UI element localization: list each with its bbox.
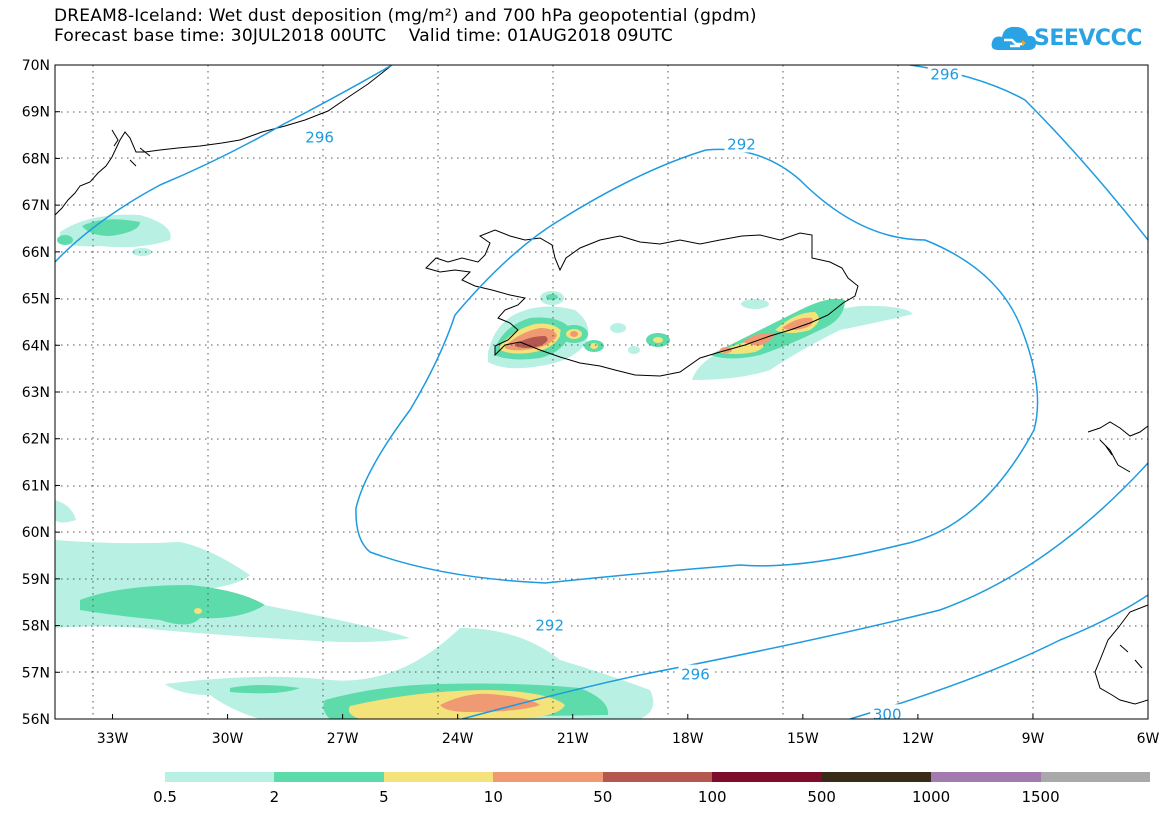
lon-tick-label: 18W xyxy=(672,731,704,747)
contour-label-bg xyxy=(927,65,962,83)
legend-swatch xyxy=(165,772,275,782)
legend-swatch xyxy=(712,772,823,782)
lat-tick-label: 60N xyxy=(22,525,50,541)
contour-296-south xyxy=(461,462,1148,719)
legend-swatch xyxy=(602,772,713,782)
legend-label: 100 xyxy=(697,788,727,806)
map-subtitle-times: Forecast base time: 30JUL2018 00UTC Vali… xyxy=(54,26,673,46)
legend-label: 0.5 xyxy=(153,788,177,806)
lon-tick-label: 24W xyxy=(442,731,474,747)
lat-tick-label: 56N xyxy=(22,712,50,728)
lat-tick-label: 58N xyxy=(22,619,50,635)
contour-label-bg xyxy=(532,615,567,634)
legend-swatch xyxy=(1040,772,1151,782)
logo-text: SEEVCCC xyxy=(1034,26,1142,51)
contour-300 xyxy=(849,594,1148,719)
lon-tick-label: 33W xyxy=(97,731,129,747)
lat-tick-label: 69N xyxy=(22,105,50,121)
contour-296-north xyxy=(55,65,393,263)
lat-tick-label: 57N xyxy=(22,665,50,681)
contour-label: 296 xyxy=(681,666,710,684)
contour-label: 292 xyxy=(727,135,756,153)
lat-tick-label: 63N xyxy=(22,385,50,401)
color-legend xyxy=(165,772,1151,782)
legend-label: 1000 xyxy=(912,788,951,806)
dust-deposition-fields xyxy=(55,214,913,719)
lon-tick-label: 21W xyxy=(557,731,589,747)
map-title: DREAM8-Iceland: Wet dust deposition (mg/… xyxy=(54,6,757,26)
coastlines xyxy=(55,65,1148,705)
contour-label: 296 xyxy=(305,128,334,146)
lat-tick-label: 59N xyxy=(22,572,50,588)
legend-label: 10 xyxy=(483,788,503,806)
lon-tick-label: 15W xyxy=(787,731,819,747)
legend-swatch xyxy=(383,772,494,782)
lat-tick-label: 70N xyxy=(22,58,50,74)
lat-tick-label: 67N xyxy=(22,198,50,214)
legend-swatch xyxy=(931,772,1042,782)
lat-tick-label: 62N xyxy=(22,432,50,448)
cloud-logo-icon xyxy=(991,26,1036,50)
legend-label: 500 xyxy=(807,788,836,806)
lat-tick-label: 66N xyxy=(22,245,50,261)
contour-label-bg xyxy=(870,704,905,719)
graticule xyxy=(55,65,1148,719)
seevccc-logo: SEEVCCC xyxy=(990,18,1142,60)
lat-tick-label: 64N xyxy=(22,338,50,354)
lon-tick-label: 12W xyxy=(902,731,934,747)
map-layers: 296 296 292 292 296 300 xyxy=(55,65,1148,723)
legend-swatch xyxy=(821,772,932,782)
legend-label: 50 xyxy=(593,788,613,806)
legend-label: 1500 xyxy=(1021,788,1060,806)
contour-label: 292 xyxy=(535,617,564,635)
contour-296-east xyxy=(909,65,1148,241)
lon-tick-label: 6W xyxy=(1137,731,1160,747)
longitude-ticks: 33W 30W 27W 24W 21W 18W 15W 12W 9W 6W xyxy=(97,714,1160,747)
lat-tick-label: 68N xyxy=(22,151,50,167)
legend-label: 5 xyxy=(379,788,389,806)
contour-labels: 296 296 292 292 296 300 xyxy=(302,65,962,723)
contour-label: 300 xyxy=(873,705,902,723)
lon-tick-label: 9W xyxy=(1022,731,1045,747)
contour-292 xyxy=(355,148,1039,584)
lat-tick-label: 61N xyxy=(22,478,50,494)
latitude-ticks: 70N 69N 68N 67N 66N 65N 64N 63N 62N 61N 60N 59N 58N 5… xyxy=(22,58,60,728)
contour-label-bg xyxy=(678,664,713,683)
lon-tick-label: 30W xyxy=(212,731,244,747)
contour-label: 296 xyxy=(930,65,959,83)
lat-tick-label: 65N xyxy=(22,292,50,308)
contour-label-bg xyxy=(302,127,337,146)
legend-swatch xyxy=(274,772,385,782)
legend-label: 2 xyxy=(269,788,280,806)
legend-swatch xyxy=(493,772,604,782)
lon-tick-label: 27W xyxy=(327,731,359,747)
contour-label-bg xyxy=(724,134,759,153)
